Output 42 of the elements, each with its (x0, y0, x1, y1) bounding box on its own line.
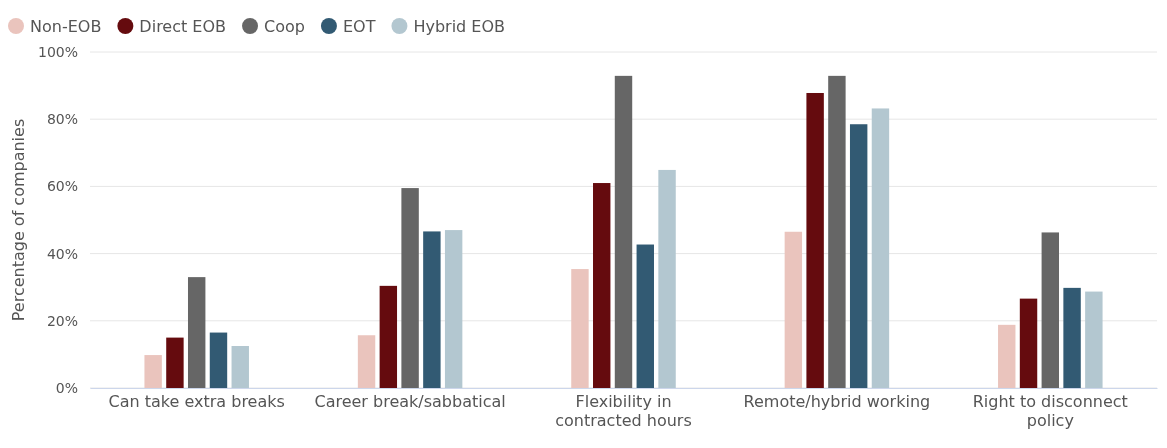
bar (593, 183, 611, 388)
bar (636, 244, 654, 388)
legend-label: Coop (264, 17, 305, 36)
bar (849, 124, 868, 388)
x-tick-label: Right to disconnect policy (972, 392, 1128, 430)
bar (1019, 298, 1038, 388)
bar (998, 324, 1016, 388)
bar (1085, 291, 1103, 388)
bar (444, 230, 463, 388)
y-tick-label: 40% (46, 245, 78, 262)
y-tick-label: 20% (46, 312, 78, 329)
bar (806, 92, 824, 388)
y-axis-title: Percentage of companies (9, 118, 28, 322)
bar (423, 231, 441, 388)
bar (571, 269, 589, 388)
bar (658, 169, 676, 388)
bar (166, 337, 184, 388)
legend-label: EOT (342, 17, 376, 36)
legend-label: Non-EOB (30, 17, 102, 36)
y-tick-label: 60% (46, 178, 78, 195)
x-tick-label: Remote/hybrid working (743, 392, 931, 412)
bar (357, 335, 376, 388)
bar (871, 108, 890, 388)
bar (614, 75, 633, 388)
bar (1063, 287, 1081, 388)
bar (1041, 232, 1060, 388)
x-tick-label: Can take extra breaks (108, 392, 285, 412)
bar (784, 231, 803, 388)
bar (187, 277, 206, 388)
y-tick-label: 80% (46, 111, 78, 128)
bar (401, 188, 419, 388)
bar (209, 332, 228, 388)
bar (144, 355, 162, 388)
legend-label: Hybrid EOB (413, 17, 506, 36)
y-tick-label: 100% (37, 43, 78, 60)
legend-label: Direct EOB (139, 17, 227, 36)
x-tick-label: Career break/sabbatical (314, 392, 506, 412)
x-tick-label: Flexibility in contracted hours (555, 392, 692, 430)
bar (379, 285, 398, 388)
bar (828, 75, 846, 388)
bar (231, 346, 249, 388)
y-tick-label: 0% (55, 379, 78, 396)
